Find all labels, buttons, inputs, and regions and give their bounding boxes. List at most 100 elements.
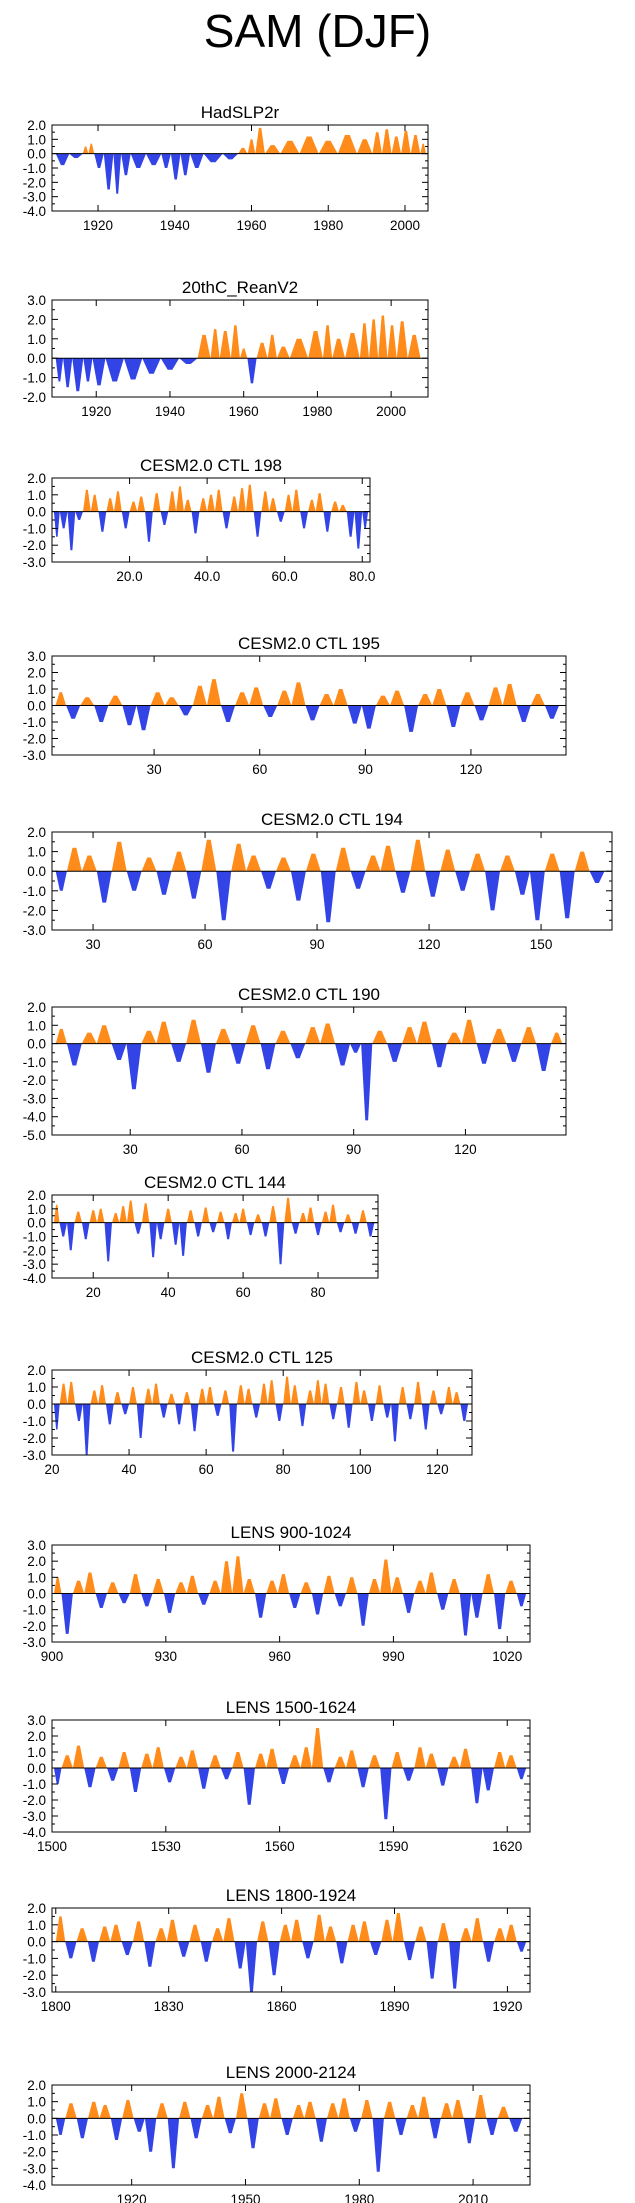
positive-anomaly: [67, 1381, 76, 1404]
positive-anomaly: [452, 1392, 461, 1404]
negative-anomaly: [474, 705, 489, 721]
y-tick-label: -3.0: [23, 748, 46, 763]
negative-anomaly: [261, 871, 276, 889]
positive-anomaly: [96, 1025, 112, 1044]
positive-anomaly: [256, 342, 268, 359]
negative-anomaly: [529, 871, 545, 921]
positive-anomaly: [292, 2105, 305, 2119]
x-tick-label: 1960: [229, 404, 259, 419]
negative-anomaly: [216, 871, 232, 921]
x-tick-label: 100: [349, 1462, 372, 1477]
positive-anomaly: [129, 1387, 137, 1404]
x-tick-label: 1950: [230, 2192, 260, 2203]
negative-anomaly: [134, 1222, 142, 1234]
negative-anomaly: [200, 1941, 212, 1962]
positive-anomaly: [381, 1919, 393, 1942]
positive-anomaly: [212, 1928, 224, 1942]
positive-anomaly: [460, 692, 475, 706]
positive-anomaly: [277, 690, 292, 706]
x-tick-label: 40.0: [194, 569, 220, 584]
positive-anomaly: [201, 2105, 214, 2119]
positive-anomaly: [150, 692, 165, 706]
negative-anomaly: [471, 1593, 483, 1618]
negative-anomaly: [243, 1768, 255, 1805]
y-tick-label: 2.0: [27, 1554, 46, 1569]
negative-anomaly: [402, 1768, 415, 1781]
positive-anomaly: [80, 697, 95, 706]
negative-anomaly: [559, 871, 575, 919]
positive-anomaly: [452, 2100, 464, 2119]
y-tick-label: 0.0: [27, 1761, 46, 1776]
negative-anomaly: [344, 1404, 353, 1428]
positive-anomaly: [210, 329, 220, 359]
positive-anomaly: [365, 855, 381, 872]
x-tick-label: 990: [382, 1649, 405, 1664]
panel-title: CESM2.0 CTL 194: [261, 810, 403, 829]
x-tick-label: 1920: [83, 218, 113, 233]
positive-anomaly: [402, 1027, 417, 1044]
positive-anomaly: [314, 1380, 322, 1404]
y-tick-label: -2.0: [23, 1619, 46, 1634]
y-tick-label: -2.0: [23, 175, 46, 190]
positive-anomaly: [141, 1753, 153, 1768]
panel-title: CESM2.0 CTL 195: [238, 634, 380, 653]
x-tick-label: 1890: [379, 1999, 409, 2014]
positive-anomaly: [284, 494, 293, 512]
positive-anomaly: [235, 692, 250, 706]
x-tick-label: 1920: [117, 2192, 147, 2203]
negative-anomaly: [175, 1404, 183, 1425]
positive-anomaly: [494, 1752, 506, 1768]
y-tick-label: 2.0: [27, 471, 46, 486]
positive-anomaly: [505, 1755, 517, 1768]
positive-anomaly: [505, 1924, 517, 1942]
plot-frame: [51, 477, 371, 563]
x-tick-label: 40: [122, 1462, 137, 1477]
positive-anomaly: [368, 1755, 381, 1768]
positive-anomaly: [55, 1916, 66, 1942]
positive-anomaly: [213, 2096, 225, 2119]
positive-anomaly: [500, 855, 515, 872]
y-tick-label: -2.0: [23, 538, 46, 553]
plot-frame: [51, 1719, 531, 1833]
negative-anomaly: [163, 1768, 176, 1783]
positive-anomaly: [391, 1577, 403, 1594]
positive-anomaly: [175, 1582, 187, 1594]
y-tick-label: -2.0: [23, 1968, 46, 1983]
y-tick-label: -1.0: [23, 371, 46, 386]
positive-anomaly: [382, 129, 392, 154]
negative-anomaly: [335, 1043, 350, 1066]
positive-anomaly: [230, 325, 240, 359]
positive-anomaly: [209, 1580, 221, 1594]
positive-anomaly: [198, 1388, 207, 1404]
panel-6: CESM2.0 CTL 190 2.0 1.0 0.0 -1.0 -2.0 -3.0 -4.0…: [23, 985, 567, 1157]
positive-anomaly: [249, 687, 264, 706]
y-tick-label: -2.0: [23, 903, 46, 918]
positive-anomaly: [425, 1753, 438, 1768]
positive-anomaly: [90, 494, 99, 512]
x-tick-label: 120: [418, 937, 441, 952]
positive-anomaly: [306, 1207, 315, 1223]
y-tick-label: -2.0: [23, 1243, 46, 1258]
negative-anomaly: [75, 511, 83, 520]
positive-anomaly: [359, 323, 369, 359]
positive-anomaly: [214, 489, 223, 512]
positive-anomaly: [110, 1924, 122, 1942]
y-tick-label: 2.0: [27, 1188, 46, 1203]
positive-anomaly: [141, 1203, 150, 1223]
y-tick-label: 3.0: [27, 1538, 46, 1553]
positive-anomaly: [505, 1580, 517, 1594]
positive-anomaly: [156, 1021, 172, 1044]
positive-anomaly: [113, 1392, 122, 1404]
positive-anomaly: [323, 1575, 335, 1594]
positive-anomaly: [391, 136, 402, 154]
positive-anomaly: [237, 1385, 245, 1404]
negative-anomaly: [302, 1941, 314, 1959]
positive-anomaly: [306, 1390, 314, 1404]
positive-anomaly: [275, 1030, 291, 1044]
negative-anomaly: [230, 1043, 246, 1064]
negative-anomaly: [122, 705, 137, 726]
negative-anomaly: [391, 1404, 399, 1442]
negative-anomaly: [380, 1768, 392, 1820]
negative-anomaly: [105, 358, 124, 382]
